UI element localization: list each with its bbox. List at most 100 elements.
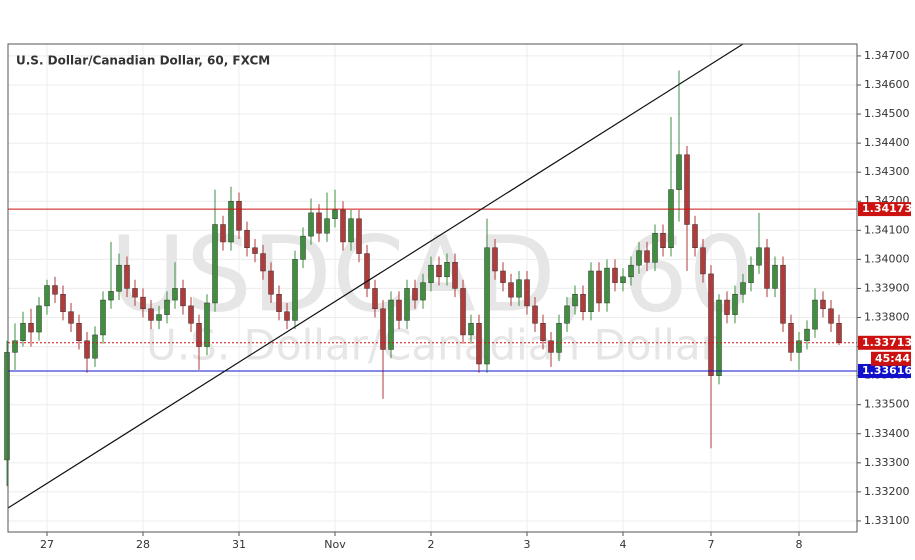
candle-body — [292, 259, 298, 321]
candle-body — [716, 299, 722, 376]
x-tick-label: 8 — [796, 538, 803, 551]
price-label-box — [858, 202, 911, 217]
candle-body — [76, 323, 82, 342]
candle-body — [604, 267, 610, 304]
candle-body — [316, 212, 322, 234]
candle-body — [380, 308, 386, 350]
candle-body — [780, 264, 786, 324]
candle-body — [108, 291, 114, 301]
candle-body — [740, 282, 746, 295]
candle-body — [828, 308, 834, 324]
candle-body — [804, 328, 810, 342]
candle-body — [540, 323, 546, 342]
candle-body — [572, 293, 578, 307]
candle-body — [156, 314, 162, 321]
candle-body — [452, 262, 458, 289]
candle-body — [772, 264, 778, 289]
candle-body — [620, 276, 626, 283]
candle-body — [308, 212, 314, 237]
candle-body — [580, 293, 586, 312]
candle-body — [468, 323, 474, 336]
candle-body — [228, 200, 234, 243]
y-tick-label: 1.33300 — [864, 456, 910, 469]
candle-body — [388, 299, 394, 350]
candle-body — [332, 209, 338, 219]
candle-body — [412, 288, 418, 301]
price-label-box — [858, 363, 911, 378]
candle-body — [532, 305, 538, 324]
candle-body — [92, 334, 98, 359]
candle-body — [476, 323, 482, 365]
y-tick-label: 1.34400 — [864, 136, 910, 149]
candle-body — [516, 279, 522, 298]
candle-body — [668, 189, 674, 248]
candle-body — [524, 279, 530, 307]
candle-body — [636, 250, 642, 266]
candle-body — [164, 299, 170, 315]
candle-body — [172, 288, 178, 301]
candle-body — [692, 224, 698, 248]
y-tick-label: 1.33100 — [864, 514, 910, 527]
candle-body — [820, 299, 826, 310]
watermark-subtitle: U.S. Dollar/Canadian Dollar — [146, 321, 719, 370]
candle-body — [492, 247, 498, 272]
candle-body — [396, 299, 402, 321]
candle-body — [180, 288, 186, 307]
candle-body — [628, 264, 634, 278]
candle-body — [324, 218, 330, 234]
y-tick-label: 1.34700 — [864, 49, 910, 62]
candle-body — [268, 270, 274, 295]
candle-body — [444, 262, 450, 278]
candle-body — [708, 273, 714, 376]
candle-body — [148, 308, 154, 321]
y-tick-label: 1.34300 — [864, 165, 910, 178]
candle-body — [644, 250, 650, 263]
y-tick-label: 1.33400 — [864, 427, 910, 440]
candle-body — [300, 235, 306, 260]
trend-line — [7, 43, 744, 509]
x-tick-label: 3 — [524, 538, 531, 551]
candle-body — [284, 311, 290, 321]
candle-body — [484, 247, 490, 365]
candle-body — [132, 288, 138, 298]
candles — [4, 70, 857, 487]
candle-body — [84, 340, 90, 359]
candle-body — [28, 323, 34, 333]
candle-body — [44, 285, 50, 307]
x-tick-label: 4 — [620, 538, 627, 551]
y-tick-label: 1.34100 — [864, 223, 910, 236]
x-tick-label: 2 — [428, 538, 435, 551]
candle-body — [356, 218, 362, 254]
y-tick-label: 1.34500 — [864, 107, 910, 120]
candle-body — [700, 247, 706, 275]
price-label: 1.33616 — [862, 364, 912, 377]
x-tick-label: Nov — [324, 538, 346, 551]
candle-body — [20, 323, 26, 342]
y-tick-label: 1.34600 — [864, 78, 910, 91]
countdown-box — [871, 351, 911, 366]
candle-body — [340, 209, 346, 243]
candle-body — [436, 264, 442, 278]
axis-labels: 1.33100 1.33200 1.33300 1.33400 1.33500 1.336… — [40, 49, 912, 551]
candle-body — [196, 323, 202, 347]
candle-body — [36, 305, 42, 333]
candle-body — [116, 264, 122, 292]
candle-body — [260, 253, 266, 272]
x-tick-label: 7 — [708, 538, 715, 551]
candle-body — [764, 247, 770, 289]
candle-body — [4, 352, 10, 461]
candle-body — [500, 270, 506, 283]
price-label: 1.34173 — [862, 202, 912, 215]
y-tick-label: 1.33800 — [864, 311, 910, 324]
candle-body — [404, 288, 410, 321]
candle-body — [596, 270, 602, 304]
candle-body — [124, 264, 130, 289]
candle-body — [212, 224, 218, 304]
candle-body — [836, 323, 842, 344]
candle-body — [556, 323, 562, 353]
candle-body — [252, 247, 258, 254]
candle-body — [508, 282, 514, 298]
price-label: 1.33713 — [862, 336, 912, 349]
candle-body — [732, 293, 738, 315]
